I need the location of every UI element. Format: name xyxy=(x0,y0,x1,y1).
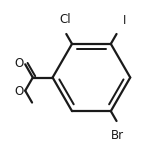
Text: O: O xyxy=(14,85,23,98)
Text: Br: Br xyxy=(111,129,124,142)
Text: Cl: Cl xyxy=(60,13,71,26)
Text: I: I xyxy=(123,14,127,27)
Text: O: O xyxy=(14,57,24,70)
